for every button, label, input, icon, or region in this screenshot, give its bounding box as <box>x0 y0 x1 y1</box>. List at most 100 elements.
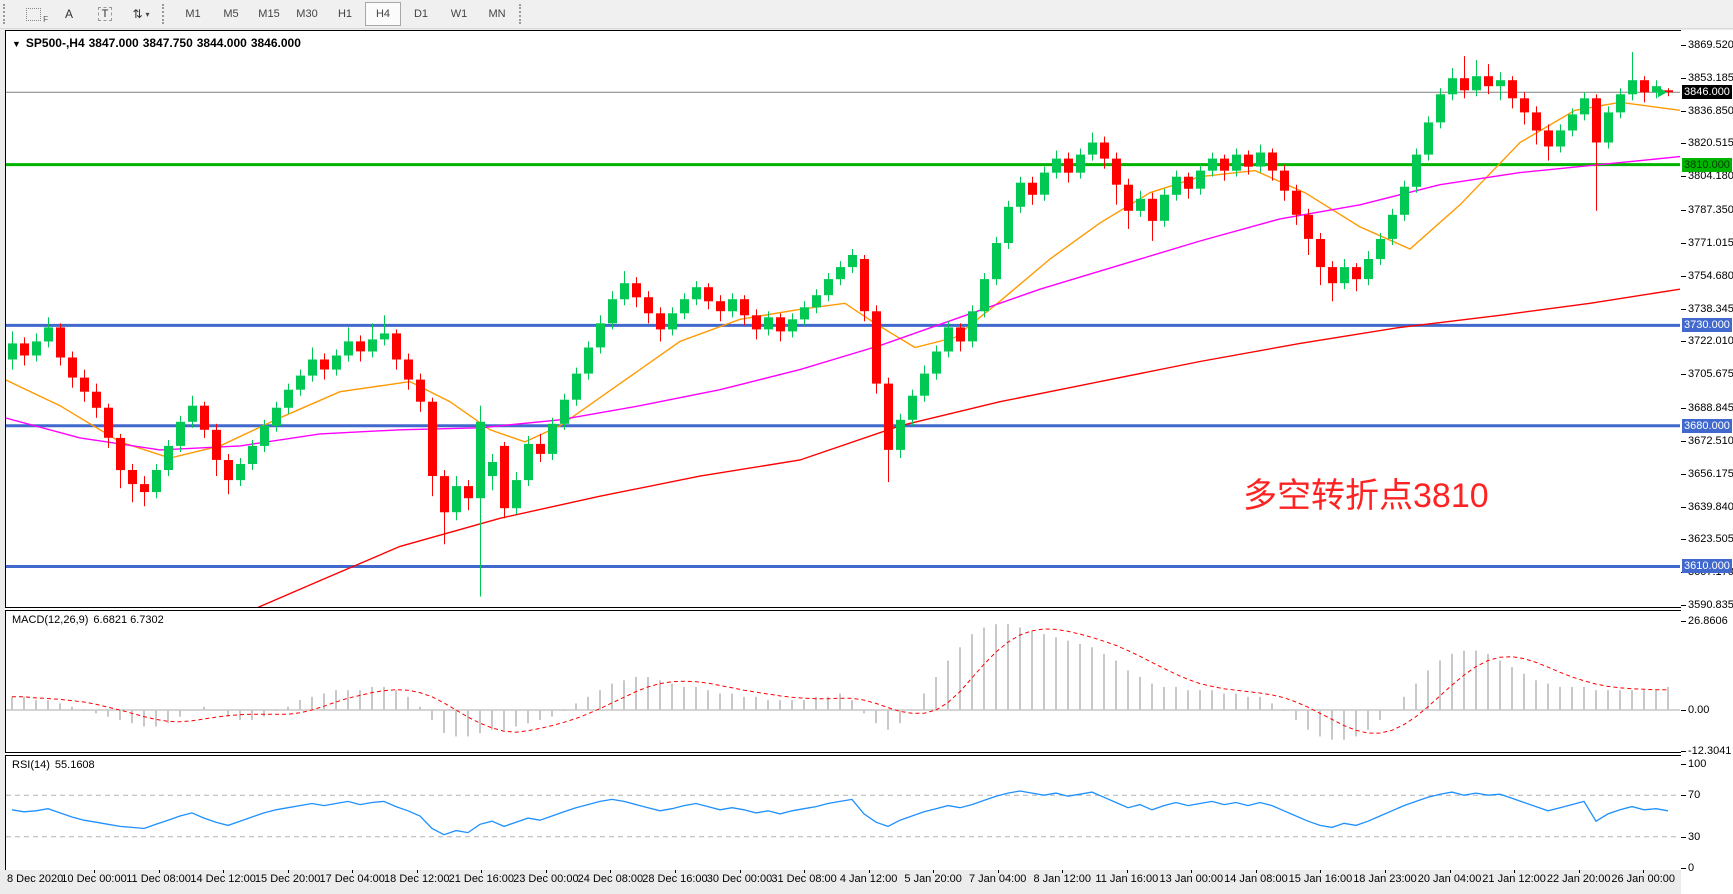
text-label-icon[interactable]: A <box>64 7 73 21</box>
axis-tick-mark <box>1681 750 1686 752</box>
timeframe-button-m15[interactable]: M15 <box>258 8 280 20</box>
axis-tick-mark <box>1681 242 1686 244</box>
time-tick-label: 20 Jan 04:00 <box>1417 873 1482 885</box>
price-tick-label: 3672.510 <box>1688 434 1733 447</box>
time-tick-mark <box>868 870 870 873</box>
chart-text-annotation[interactable]: 多空转折点3810 <box>1243 477 1489 515</box>
price-tick-label: 3853.185 <box>1688 71 1733 84</box>
ohlc-low: 3844.000 <box>196 36 247 50</box>
time-tick-mark <box>287 870 289 873</box>
price-tick-label: 3787.350 <box>1688 204 1733 217</box>
toolbar-grip[interactable] <box>519 4 528 24</box>
time-tick-mark <box>610 870 612 873</box>
time-tick-mark <box>1126 870 1128 873</box>
price-tick-label: 3771.015 <box>1688 236 1733 249</box>
time-tick-label: 17 Dec 04:00 <box>319 873 385 885</box>
time-tick-mark <box>481 870 483 873</box>
toolbar-grip[interactable] <box>3 4 12 24</box>
time-tick-mark <box>1320 870 1322 873</box>
time-tick-label: 8 Dec 2020 <box>7 873 64 885</box>
price-tick-label: 3590.835 <box>1688 599 1733 611</box>
macd-tick-label: 26.8606 <box>1688 615 1728 628</box>
axis-tick-mark <box>1681 795 1686 797</box>
time-tick-mark <box>158 870 160 873</box>
price-axis[interactable]: 3869.520 3853.185 3836.850 3820.515 3804.180… <box>1681 30 1733 894</box>
time-tick-label: 4 Jan 12:00 <box>839 873 898 885</box>
time-tick-mark <box>545 870 547 873</box>
axis-tick-mark <box>1681 308 1686 310</box>
time-tick-mark <box>94 870 95 873</box>
toolbar-grip[interactable] <box>162 4 171 24</box>
axis-tick-mark <box>1681 210 1686 212</box>
cycle-arrows-icon[interactable]: ⇅ ▾ <box>132 7 150 21</box>
rsi-value: 55.1608 <box>54 759 95 771</box>
price-tick-label: 3804.180 <box>1688 170 1733 183</box>
macd-name: MACD(12,26,9) <box>12 614 89 626</box>
time-tick-mark <box>804 870 806 873</box>
panel-separator-macd[interactable] <box>5 607 1681 611</box>
axis-tick-mark <box>1681 110 1686 112</box>
time-tick-label: 11 Jan 16:00 <box>1095 873 1159 885</box>
chart-symbol-period: SP500-,H4 <box>25 36 85 50</box>
price-tick-label: 3688.845 <box>1688 402 1733 415</box>
text-box-icon[interactable]: T <box>88 2 122 26</box>
time-tick-label: 15 Dec 20:00 <box>254 873 321 885</box>
time-axis[interactable]: 8 Dec 2020 10 Dec 00:00 11 Dec 08:00 14 Dec… <box>5 870 1681 894</box>
time-tick-label: 18 Dec 12:00 <box>384 873 450 885</box>
time-tick-mark <box>1643 870 1645 873</box>
axis-tick-mark <box>1681 275 1686 277</box>
price-tick-label: 3656.175 <box>1688 467 1733 480</box>
time-tick-label: 15 Jan 16:00 <box>1288 873 1353 885</box>
time-tick-label: 18 Jan 23:00 <box>1353 873 1417 885</box>
time-tick-label: 30 Dec 00:00 <box>706 873 773 885</box>
axis-tick-mark <box>1681 764 1686 765</box>
dropdown-caret-icon[interactable]: ▾ <box>145 9 150 19</box>
macd-panel-surface[interactable] <box>6 612 1680 752</box>
axis-tick-mark <box>1681 143 1686 145</box>
price-tick-label: 3722.010 <box>1688 335 1733 348</box>
axis-tick-mark <box>1681 408 1686 410</box>
timeframe-button-mn[interactable]: MN <box>488 8 506 20</box>
time-tick-label: 8 Jan 12:00 <box>1033 873 1092 885</box>
time-tick-label: 21 Jan 12:00 <box>1482 873 1546 885</box>
price-tick-label: 3820.515 <box>1688 137 1733 150</box>
price-tick-label: 3869.520 <box>1688 39 1733 51</box>
rsi-tick-label: 30 <box>1688 830 1701 843</box>
chart-dropdown-icon[interactable]: ▼ <box>12 39 21 49</box>
toolbar: F A T ⇅ ▾ M1 M5 M15 M30 H1 H4 D1 W1 MN <box>0 0 1733 29</box>
timeframe-button-w1[interactable]: W1 <box>450 8 468 20</box>
timeframe-button-m30[interactable]: M30 <box>296 8 318 20</box>
rsi-name: RSI(14) <box>12 759 50 771</box>
time-tick-label: 22 Jan 20:00 <box>1546 873 1611 885</box>
hline-price-label: 3730.000 <box>1682 318 1732 333</box>
timeframe-button-d1[interactable]: D1 <box>413 8 429 20</box>
price-tick-label: 3738.345 <box>1688 302 1733 315</box>
timeframe-button-h4[interactable]: H4 <box>365 2 401 26</box>
time-tick-mark <box>1255 870 1257 873</box>
axis-tick-mark <box>1681 621 1686 623</box>
rsi-panel-surface[interactable] <box>6 757 1680 868</box>
time-tick-mark <box>223 870 225 873</box>
current-price-label: 3846.000 <box>1682 85 1732 100</box>
time-tick-mark <box>1191 870 1193 873</box>
rsi-tick-label: 0 <box>1688 862 1695 874</box>
timeframe-button-m1[interactable]: M1 <box>185 8 201 20</box>
rsi-label: RSI(14) 55.1608 <box>12 759 100 771</box>
rsi-tick-label: 100 <box>1688 758 1707 770</box>
axis-tick-mark <box>1681 710 1686 711</box>
panel-separator-rsi[interactable] <box>5 752 1681 756</box>
time-tick-mark <box>352 870 354 873</box>
hline-price-label: 3810.000 <box>1682 157 1732 172</box>
time-tick-mark <box>933 870 935 873</box>
time-tick-label: 31 Dec 08:00 <box>771 873 837 885</box>
time-tick-mark <box>1062 870 1064 873</box>
periodicity-grid-icon[interactable]: F <box>16 2 50 26</box>
axis-tick-mark <box>1681 605 1686 606</box>
time-tick-mark <box>674 870 676 873</box>
timeframe-button-m5[interactable]: M5 <box>223 8 239 20</box>
time-tick-label: 14 Jan 08:00 <box>1224 873 1288 885</box>
time-tick-label: 13 Jan 00:00 <box>1159 873 1224 885</box>
timeframe-button-h1[interactable]: H1 <box>337 8 353 20</box>
main-chart-surface[interactable] <box>6 31 1680 607</box>
axis-tick-mark <box>1681 836 1686 838</box>
